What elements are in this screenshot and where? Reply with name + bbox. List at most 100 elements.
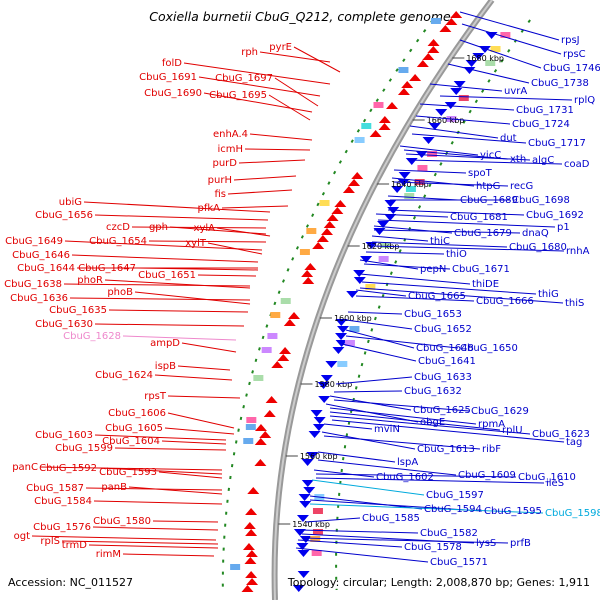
- leader-line-cbug-1646: [71, 254, 259, 263]
- leader-line-cbug-1691: [198, 76, 321, 97]
- gene-label-cbug-1609: CbuG_1609: [458, 470, 516, 481]
- gene-label-recg: recG: [510, 181, 533, 192]
- leader-line-ogt: [31, 535, 217, 541]
- cog-block: [417, 165, 428, 171]
- gene-label-cbug-1599: CbuG_1599: [55, 443, 113, 454]
- leader-line-cbug-1636: [69, 297, 251, 301]
- leader-line-trmd: [88, 544, 219, 549]
- gene-label-cbug-1636: CbuG_1636: [10, 293, 68, 304]
- gene-label-gph: gph: [149, 222, 168, 233]
- leader-line-cbug-1652: [345, 319, 413, 330]
- cog-block: [344, 340, 355, 346]
- gene-label-rpls: rplS: [40, 536, 60, 547]
- forward-gene-glyph: [310, 410, 323, 417]
- gene-label-rpma: rpmA: [478, 419, 505, 430]
- reverse-gene-glyph: [331, 207, 344, 214]
- leader-line-ampd: [181, 342, 237, 353]
- leader-line-uvra: [429, 83, 503, 92]
- tick-label-1640-kbp: 1640 kbp: [391, 180, 429, 189]
- reverse-gene-glyph: [263, 410, 276, 417]
- leader-line-xylt: [207, 242, 263, 255]
- cog-block: [337, 361, 348, 367]
- gene-label-cbug-1671: CbuG_1671: [452, 264, 510, 275]
- gene-label-cbug-1582: CbuG_1582: [420, 528, 478, 539]
- cog-block: [361, 123, 372, 129]
- reverse-gene-glyph: [245, 508, 258, 515]
- leader-line-iles: [315, 477, 545, 484]
- leader-line-icmh: [244, 148, 311, 151]
- forward-gene-glyph: [422, 137, 435, 144]
- gene-label-ubig: ubiG: [59, 197, 82, 208]
- cog-block: [319, 200, 330, 206]
- leader-line-fold: [183, 62, 331, 85]
- gene-label-dut: dut: [500, 133, 517, 144]
- cog-block: [404, 193, 415, 199]
- gene-label-cbug-1603: CbuG_1603: [35, 430, 93, 441]
- reverse-gene-glyph: [348, 179, 361, 186]
- leader-line-cbug-1650: [345, 335, 459, 349]
- reverse-gene-glyph: [316, 235, 329, 242]
- leader-line-cbug-1628: [122, 335, 237, 341]
- leader-line-thig: [361, 281, 537, 295]
- gene-label-panb: panB: [101, 482, 127, 493]
- leader-line-cbug-1717: [411, 133, 527, 144]
- forward-gene-glyph: [377, 221, 390, 228]
- gene-label-cbug-1689: CbuG_1689: [460, 195, 518, 206]
- gene-label-cbug-1724: CbuG_1724: [512, 119, 570, 130]
- tick-label-1540-kbp: 1540 kbp: [292, 520, 330, 529]
- gene-label-rplu: rplU: [502, 425, 523, 436]
- reverse-gene-glyph: [427, 46, 440, 53]
- gene-label-cbug-1738: CbuG_1738: [531, 78, 589, 89]
- forward-gene-glyph: [398, 172, 411, 179]
- gene-label-p1: p1: [557, 222, 570, 233]
- reverse-gene-glyph: [409, 74, 422, 81]
- forward-gene-glyph: [332, 347, 345, 354]
- reverse-gene-glyph: [271, 361, 284, 368]
- leader-line-cbug-1576: [92, 526, 219, 531]
- cog-block: [373, 102, 384, 108]
- forward-gene-glyph: [313, 417, 326, 424]
- leader-line-recg: [393, 181, 509, 187]
- cog-block: [500, 32, 511, 38]
- gene-label-rpst: rpsT: [144, 391, 167, 402]
- leader-line-cbug-1585: [305, 517, 361, 523]
- reverse-gene-glyph: [247, 487, 260, 494]
- gene-label-cbug-1697: CbuG_1697: [215, 73, 273, 84]
- leader-line-purh: [233, 175, 297, 181]
- leader-line-cbug-1638: [63, 283, 251, 287]
- reverse-gene-glyph: [427, 39, 440, 46]
- gene-label-phob: phoB: [107, 287, 133, 298]
- gene-label-htpg: htpG: [476, 181, 500, 192]
- leader-line-pyre: [293, 46, 341, 73]
- gene-label-cbug-1692: CbuG_1692: [526, 210, 584, 221]
- leader-line-spot: [393, 169, 467, 174]
- gene-label-cbug-1653: CbuG_1653: [404, 309, 462, 320]
- forward-gene-glyph: [292, 585, 305, 592]
- gene-label-cbug-1665: CbuG_1665: [408, 291, 466, 302]
- leader-line-dut: [409, 125, 499, 139]
- gene-label-purd: purD: [213, 158, 238, 169]
- leader-line-czcd: [131, 226, 267, 229]
- gene-label-cbug-1632: CbuG_1632: [404, 386, 462, 397]
- leader-line-rpls: [61, 540, 219, 545]
- forward-gene-glyph: [335, 333, 348, 340]
- leader-line-thide: [359, 273, 471, 285]
- forward-gene-glyph: [293, 529, 306, 536]
- leader-line-cbug-1665: [355, 289, 407, 297]
- forward-gene-glyph: [384, 214, 397, 221]
- cog-block: [378, 256, 389, 262]
- gene-label-obge: obgE: [420, 417, 445, 428]
- forward-gene-glyph: [384, 200, 397, 207]
- gene-label-cbug-1646: CbuG_1646: [12, 250, 70, 261]
- gene-label-lyss: lysS: [476, 538, 496, 549]
- leader-line-xth: [403, 149, 509, 160]
- cog-block: [312, 508, 323, 514]
- leader-line-panb: [128, 486, 223, 495]
- reverse-gene-glyph: [378, 116, 391, 123]
- accession-text: Accession: NC_011527: [8, 576, 134, 589]
- gene-label-enha-4: enhA.4: [213, 129, 248, 140]
- gene-label-cbug-1654: CbuG_1654: [89, 236, 147, 247]
- tick-label-1680-kbp: 1680 kbp: [466, 54, 504, 63]
